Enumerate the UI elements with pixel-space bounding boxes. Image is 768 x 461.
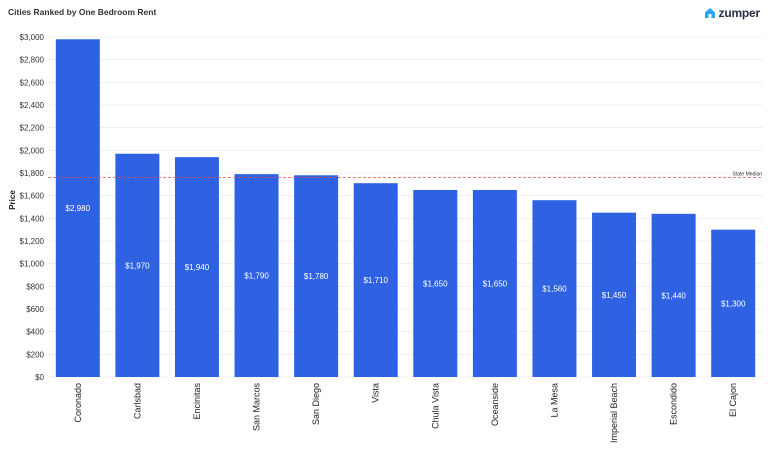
bar[interactable]: [711, 229, 756, 377]
y-axis-label: Price: [8, 190, 17, 210]
bar[interactable]: [174, 157, 219, 377]
x-tick-label: Vista: [371, 383, 381, 403]
x-tick-label: Chula Vista: [430, 383, 440, 429]
bar-value-label: $1,970: [125, 261, 150, 270]
bar-value-label: $1,440: [661, 291, 686, 300]
x-axis-labels: Coronado Carlsbad Encinitas San Marcos San D…: [73, 383, 738, 444]
logo-text: zumper: [718, 6, 761, 20]
x-tick-label: La Mesa: [549, 383, 559, 418]
bar[interactable]: [472, 190, 517, 377]
x-tick-label: El Cajon: [728, 383, 738, 417]
bar[interactable]: [532, 200, 577, 377]
grid-lines: [48, 36, 763, 378]
zumper-logo[interactable]: zumper: [704, 6, 760, 20]
bar-value-label: $1,560: [542, 285, 567, 294]
x-tick-label: Coronado: [73, 383, 83, 423]
bar-value-label: $1,650: [423, 280, 448, 289]
x-tick-label: Oceanside: [490, 383, 500, 426]
y-tick-label: $200: [26, 350, 44, 359]
bar[interactable]: [651, 213, 696, 377]
y-tick-label: $0: [35, 373, 44, 382]
bar-value-label: $2,980: [66, 204, 91, 213]
y-tick-label: $2,600: [20, 78, 45, 87]
y-axis-ticks: $0 $200 $400 $600 $800 $1,000 $1,200 $1,400 $1,6…: [20, 33, 45, 382]
y-tick-label: $2,000: [20, 146, 45, 155]
y-tick-label: $2,800: [20, 56, 45, 65]
y-tick-label: $400: [26, 328, 44, 337]
bar[interactable]: [592, 212, 637, 377]
chart-title: Cities Ranked by One Bedroom Rent: [8, 7, 157, 17]
y-tick-label: $1,000: [20, 260, 45, 269]
y-tick-label: $2,400: [20, 101, 45, 110]
bar[interactable]: [234, 174, 279, 377]
y-tick-label: $3,000: [20, 33, 45, 42]
x-tick-label: Carlsbad: [132, 383, 142, 419]
bar[interactable]: [55, 39, 100, 378]
y-tick-label: $1,200: [20, 237, 45, 246]
bar-value-label: $1,940: [185, 263, 210, 272]
bar-value-label: $1,650: [483, 280, 508, 289]
x-tick-label: Encinitas: [192, 383, 202, 420]
x-tick-label: San Marcos: [252, 383, 262, 432]
bar-value-label: $1,780: [304, 272, 329, 281]
bar[interactable]: [115, 153, 160, 377]
y-tick-label: $1,400: [20, 214, 45, 223]
bars: [55, 39, 756, 378]
y-tick-label: $600: [26, 305, 44, 314]
bar-value-label: $1,450: [602, 291, 627, 300]
state-median-label: State Median: [733, 172, 763, 178]
y-tick-label: $1,600: [20, 192, 45, 201]
x-tick-label: Imperial Beach: [609, 383, 619, 443]
y-tick-label: $800: [26, 282, 44, 291]
bar-value-label: $1,710: [363, 276, 388, 285]
bar[interactable]: [294, 175, 339, 377]
bar[interactable]: [353, 183, 398, 377]
x-tick-label: San Diego: [311, 383, 321, 425]
data-labels: $2,980 $1,970 $1,940 $1,790 $1,780 $1,710 $1,6…: [66, 204, 746, 308]
y-tick-label: $1,800: [20, 169, 45, 178]
y-tick-label: $2,200: [20, 124, 45, 133]
bar-value-label: $1,300: [721, 299, 746, 308]
house-icon: [704, 7, 716, 19]
bar[interactable]: [413, 190, 458, 377]
bar-value-label: $1,790: [244, 272, 269, 281]
x-tick-label: Escondido: [669, 383, 679, 425]
